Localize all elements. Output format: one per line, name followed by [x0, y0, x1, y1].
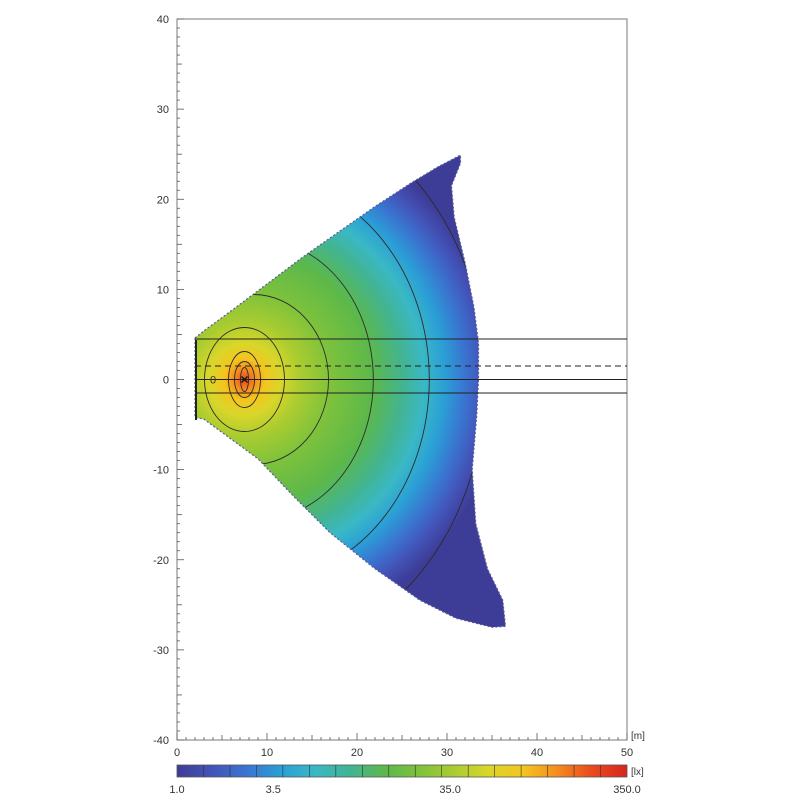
region-outline [194, 154, 507, 628]
y-tick-label: 30 [157, 104, 169, 116]
x-unit-label: [m] [631, 731, 645, 742]
y-axis: 40 30 20 10 0 -10 -20 -30 -40 [153, 14, 184, 747]
colorbar-ticks: 1.0 3.5 35.0 350.0 [169, 784, 640, 796]
colorbar-segments [203, 765, 601, 777]
x-tick-label: 50 [621, 747, 633, 759]
y-tick-label: -40 [153, 735, 169, 747]
x-tick-label: 30 [441, 747, 453, 759]
x-tick-label: 10 [261, 747, 273, 759]
y-tick-label: -30 [153, 645, 169, 657]
y-tick-label: -10 [153, 465, 169, 477]
peak-marker [241, 376, 248, 383]
colorbar-tick-label: 3.5 [266, 784, 281, 796]
y-tick-label: 40 [157, 14, 169, 26]
secondary-marker: 0 [210, 375, 216, 387]
y-tick-label: 0 [163, 375, 169, 387]
colorbar-unit-label: [lx] [631, 767, 644, 778]
x-tick-label: 40 [531, 747, 543, 759]
x-tick-label: 0 [174, 747, 180, 759]
colorbar-tick-label: 350.0 [613, 784, 641, 796]
colorbar-bar [176, 764, 628, 778]
y-tick-label: 10 [157, 284, 169, 296]
reference-lines [195, 338, 627, 394]
x-axis: 0 10 20 30 40 50 [174, 733, 633, 759]
x-tick-label: 20 [351, 747, 363, 759]
y-tick-label: 20 [157, 194, 169, 206]
colorbar-tick-label: 35.0 [439, 784, 460, 796]
illuminance-region [195, 155, 506, 628]
colorbar: 1.0 3.5 35.0 350.0 [lx] [169, 764, 644, 796]
y-tick-label: -20 [153, 555, 169, 567]
markers: 0 [210, 375, 248, 387]
colorbar-tick-label: 1.0 [169, 784, 184, 796]
